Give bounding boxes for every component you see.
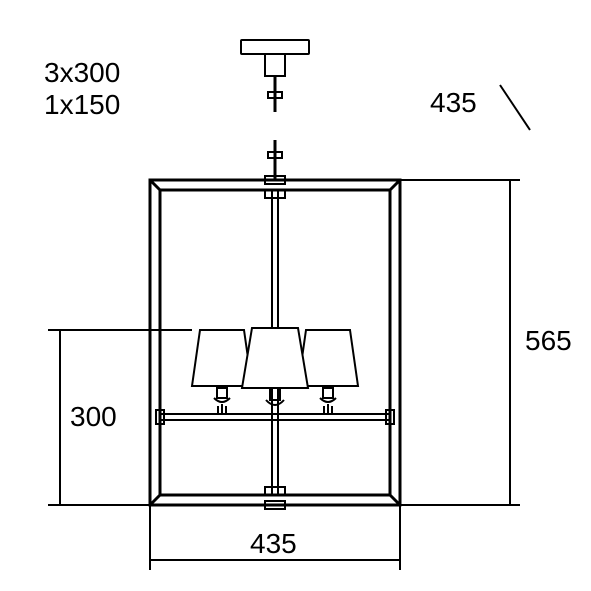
dimension-565 bbox=[400, 180, 520, 505]
label-435-width: 435 bbox=[250, 528, 297, 559]
label-rod-1: 3x300 bbox=[44, 57, 120, 88]
label-rod-2: 1x150 bbox=[44, 89, 120, 120]
label-300: 300 bbox=[70, 401, 117, 432]
label-depth: 435 bbox=[430, 87, 477, 118]
pendant-light-technical-drawing: 3x300 1x150 435 565 300 435 bbox=[0, 0, 591, 591]
lamp-shades bbox=[192, 328, 358, 388]
candle-sockets bbox=[214, 386, 336, 414]
dimension-435-depth bbox=[500, 85, 530, 130]
arm-uprights bbox=[218, 406, 332, 414]
horizontal-arm bbox=[156, 410, 394, 424]
label-565: 565 bbox=[525, 325, 572, 356]
down-rod bbox=[268, 140, 282, 180]
ceiling-canopy bbox=[241, 40, 309, 112]
